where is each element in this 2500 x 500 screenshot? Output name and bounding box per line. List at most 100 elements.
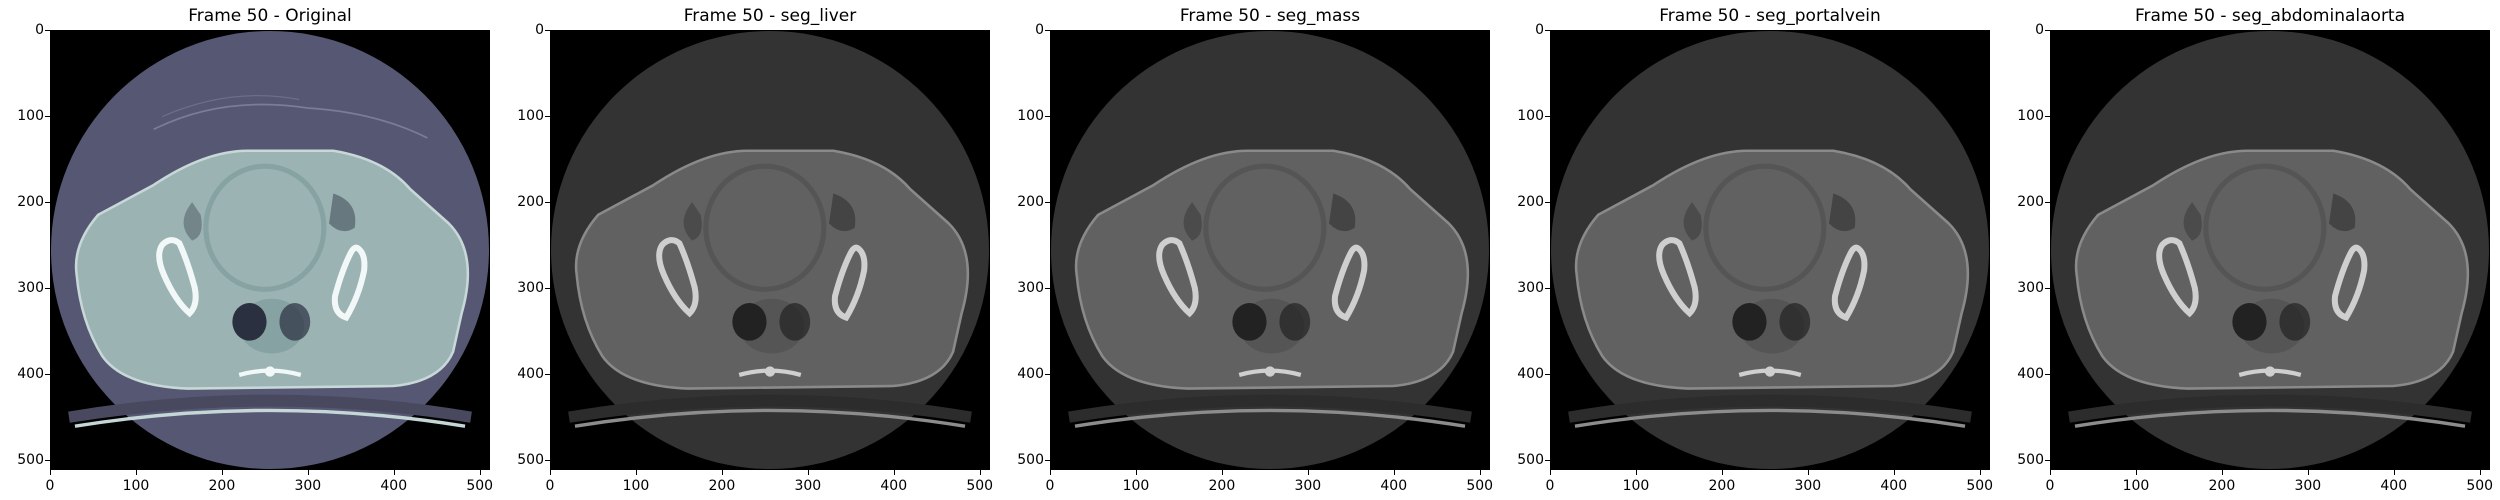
y-tick-mark (1045, 287, 1050, 289)
scan-body (1074, 149, 1470, 390)
x-tick-label: 0 (2045, 478, 2055, 494)
y-tick-mark (45, 287, 50, 289)
y-tick-mark (545, 30, 550, 31)
y-tick-label: 300 (1517, 279, 1544, 296)
y-tick-label: 200 (1017, 193, 1044, 210)
x-tick-mark (479, 470, 481, 475)
scan-table (1568, 394, 1972, 428)
scan-table (1068, 394, 1472, 428)
x-tick-label: 500 (966, 478, 994, 494)
y-tick-mark (2045, 201, 2050, 203)
x-tick-mark (2050, 470, 2051, 475)
x-tick-mark (2479, 470, 2481, 475)
scan-bones (1656, 237, 1868, 377)
x-tick-mark (2135, 470, 2137, 475)
x-tick-label: 100 (1622, 478, 1650, 494)
x-tick-label: 500 (466, 478, 494, 494)
x-tick-label: 500 (1966, 478, 1994, 494)
image-panel: Frame 50 - seg_liver 0 100 200 300 400 500 0 100… (500, 0, 1000, 500)
x-tick-mark (1221, 470, 1223, 475)
x-tick-label: 200 (708, 478, 736, 494)
x-tick-mark (2393, 470, 2395, 475)
y-tick-label: 0 (535, 22, 544, 38)
x-tick-mark (635, 470, 637, 475)
x-tick-mark (221, 470, 223, 475)
x-tick-mark (1979, 470, 1981, 475)
y-tick-mark (545, 373, 550, 375)
y-tick-label: 200 (517, 193, 544, 210)
x-tick-label: 200 (208, 478, 236, 494)
y-tick-mark (45, 115, 50, 117)
y-tick-mark (545, 287, 550, 289)
panel-title: Frame 50 - seg_mass (1179, 6, 1361, 26)
scan-artifact-lines (153, 94, 428, 139)
x-tick-mark (50, 470, 51, 475)
x-tick-mark (1721, 470, 1723, 475)
ct-scan-image (551, 31, 989, 469)
x-tick-label: 300 (794, 478, 822, 494)
x-tick-mark (1550, 470, 1551, 475)
y-tick-mark (1045, 459, 1050, 461)
x-tick-label: 0 (545, 478, 555, 494)
x-tick-mark (1393, 470, 1395, 475)
x-tick-label: 100 (1122, 478, 1150, 494)
y-tick-label: 500 (517, 451, 544, 468)
x-tick-label: 300 (1794, 478, 1822, 494)
ct-scan-image (1551, 31, 1989, 469)
x-tick-label: 300 (2294, 478, 2322, 494)
x-tick-mark (1807, 470, 1809, 475)
x-tick-mark (979, 470, 981, 475)
x-tick-label: 300 (294, 478, 322, 494)
scan-body (2074, 149, 2470, 390)
y-tick-label: 0 (35, 22, 44, 38)
y-tick-mark (1045, 201, 1050, 203)
ct-image-frame (1050, 30, 1490, 470)
y-tick-label: 100 (517, 107, 544, 124)
x-tick-label: 200 (1208, 478, 1236, 494)
y-tick-mark (2045, 115, 2050, 117)
y-tick-mark (1545, 459, 1550, 461)
y-tick-label: 0 (2035, 22, 2044, 38)
panel-title: Frame 50 - seg_abdominalaorta (2134, 6, 2406, 26)
x-tick-label: 400 (1380, 478, 1408, 494)
ct-scan-image (51, 31, 489, 469)
x-tick-label: 400 (2380, 478, 2408, 494)
scan-body (74, 149, 470, 390)
x-tick-mark (1135, 470, 1137, 475)
x-tick-mark (135, 470, 137, 475)
scan-table (2068, 394, 2472, 428)
ct-image-frame (550, 30, 990, 470)
scan-bones (1156, 237, 1368, 377)
y-tick-label: 200 (17, 193, 44, 210)
scan-body (1574, 149, 1970, 390)
y-tick-mark (1545, 287, 1550, 289)
y-tick-mark (1045, 30, 1050, 31)
x-tick-mark (1050, 470, 1051, 475)
y-tick-mark (1545, 201, 1550, 203)
scan-bones (156, 237, 368, 377)
y-tick-mark (45, 373, 50, 375)
scan-bones (656, 237, 868, 377)
y-tick-label: 300 (2017, 279, 2044, 296)
panel-title: Frame 50 - seg_portalvein (1659, 6, 1881, 26)
y-tick-label: 300 (1017, 279, 1044, 296)
x-tick-label: 200 (2208, 478, 2236, 494)
x-tick-mark (307, 470, 309, 475)
x-tick-label: 100 (622, 478, 650, 494)
ct-image-frame (1550, 30, 1990, 470)
x-tick-mark (807, 470, 809, 475)
ct-scan-image (1051, 31, 1489, 469)
x-tick-label: 100 (2122, 478, 2150, 494)
x-tick-label: 500 (1466, 478, 1494, 494)
scan-body (574, 149, 970, 390)
y-tick-label: 300 (517, 279, 544, 296)
x-tick-mark (393, 470, 395, 475)
panel-title: Frame 50 - Original (188, 6, 352, 26)
x-tick-mark (1307, 470, 1309, 475)
y-tick-label: 200 (1517, 193, 1544, 210)
y-tick-label: 300 (17, 279, 44, 296)
scan-table (568, 394, 972, 428)
x-tick-mark (1893, 470, 1895, 475)
y-tick-label: 100 (2017, 107, 2044, 124)
x-tick-label: 500 (2466, 478, 2494, 494)
